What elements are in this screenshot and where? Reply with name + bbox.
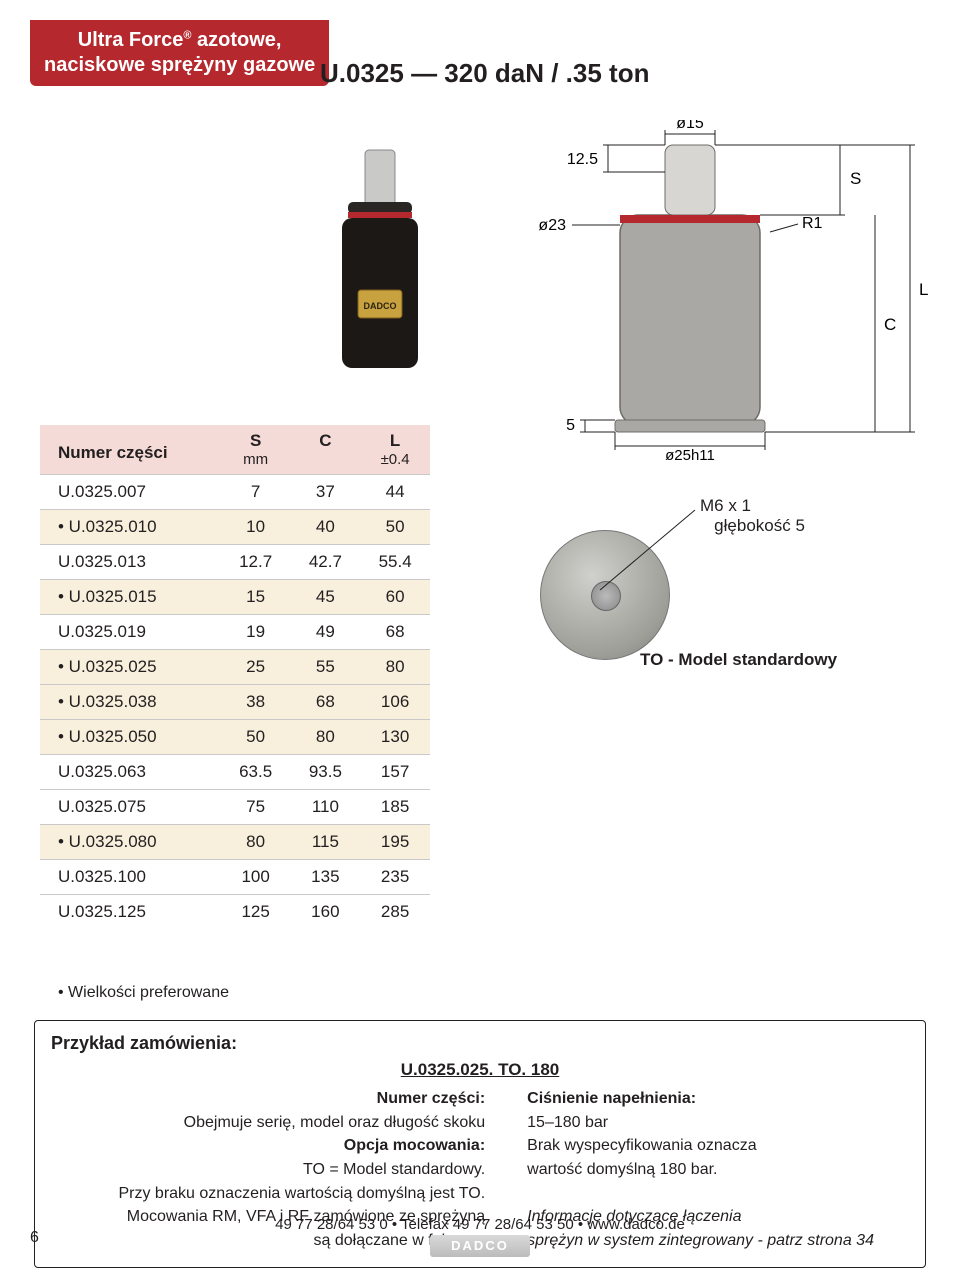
svg-text:S: S — [850, 169, 861, 188]
cell-pn: • U.0325.050 — [40, 720, 221, 755]
cell-l: 195 — [360, 825, 430, 860]
cell-pn: • U.0325.015 — [40, 580, 221, 615]
table-row: • U.0325.0383868106 — [40, 685, 430, 720]
cell-c: 80 — [291, 720, 361, 755]
table-row: U.0325.07575110185 — [40, 790, 430, 825]
col-l: L — [360, 425, 430, 451]
svg-text:5: 5 — [566, 417, 575, 434]
product-photo: DADCO — [320, 140, 440, 405]
cell-pn: U.0325.013 — [40, 545, 221, 580]
cell-l: 285 — [360, 895, 430, 930]
cell-pn: • U.0325.025 — [40, 650, 221, 685]
header-line1-tail: azotowe, — [191, 29, 281, 51]
cell-c: 68 — [291, 685, 361, 720]
cell-l: 55.4 — [360, 545, 430, 580]
cell-c: 160 — [291, 895, 361, 930]
cell-pn: • U.0325.010 — [40, 510, 221, 545]
cell-c: 110 — [291, 790, 361, 825]
cell-pn: U.0325.075 — [40, 790, 221, 825]
cell-l: 157 — [360, 755, 430, 790]
col-s: S — [221, 425, 291, 451]
cell-pn: U.0325.007 — [40, 475, 221, 510]
cell-c: 55 — [291, 650, 361, 685]
brand: Ultra Force — [78, 29, 184, 51]
col-c: C — [291, 425, 361, 451]
cell-c: 135 — [291, 860, 361, 895]
cell-l: 130 — [360, 720, 430, 755]
technical-diagram: ø15 12.5 ø23 S R1 C L 5 ø25h11 — [470, 120, 930, 460]
cell-l: 60 — [360, 580, 430, 615]
cell-s: 19 — [221, 615, 291, 650]
footer-contact: 49 77 28/64 53 0 • Telefax 49 77 28/64 5… — [275, 1216, 685, 1233]
cell-c: 49 — [291, 615, 361, 650]
table-row: U.0325.00773744 — [40, 475, 430, 510]
dim-shaft-dia: ø15 — [676, 120, 704, 132]
cell-s: 125 — [221, 895, 291, 930]
cell-l: 68 — [360, 615, 430, 650]
svg-text:ø25h11: ø25h11 — [665, 447, 715, 460]
svg-text:R1: R1 — [802, 215, 823, 232]
cell-pn: U.0325.125 — [40, 895, 221, 930]
cell-s: 75 — [221, 790, 291, 825]
pref-note: • Wielkości preferowane — [58, 984, 229, 1002]
cell-l: 185 — [360, 790, 430, 825]
cell-l: 44 — [360, 475, 430, 510]
col-l-unit: ±0.4 — [360, 451, 430, 475]
svg-text:ø23: ø23 — [538, 217, 566, 234]
spec-table: Numer części S C L mm ±0.4 U.0325.007737… — [40, 425, 430, 929]
cell-c: 115 — [291, 825, 361, 860]
cell-s: 38 — [221, 685, 291, 720]
cell-c: 42.7 — [291, 545, 361, 580]
svg-text:C: C — [884, 315, 896, 334]
cell-s: 80 — [221, 825, 291, 860]
col-c-unit — [291, 451, 361, 475]
model-label: TO - Model standardowy — [640, 650, 837, 670]
example-title: Przykład zamówienia: — [51, 1031, 909, 1055]
cell-c: 93.5 — [291, 755, 361, 790]
cell-pn: U.0325.019 — [40, 615, 221, 650]
cell-s: 15 — [221, 580, 291, 615]
cell-l: 235 — [360, 860, 430, 895]
cell-pn: U.0325.100 — [40, 860, 221, 895]
cell-l: 50 — [360, 510, 430, 545]
table-row: U.0325.01312.742.755.4 — [40, 545, 430, 580]
header-line2: naciskowe sprężyny gazowe — [44, 54, 315, 76]
svg-text:DADCO: DADCO — [364, 301, 397, 311]
cell-pn: • U.0325.080 — [40, 825, 221, 860]
cell-s: 25 — [221, 650, 291, 685]
cell-s: 7 — [221, 475, 291, 510]
cell-s: 63.5 — [221, 755, 291, 790]
table-row: • U.0325.025255580 — [40, 650, 430, 685]
svg-text:12.5: 12.5 — [567, 151, 598, 168]
table-row: U.0325.100100135235 — [40, 860, 430, 895]
table-row: U.0325.019194968 — [40, 615, 430, 650]
table-row: • U.0325.08080115195 — [40, 825, 430, 860]
cell-s: 12.7 — [221, 545, 291, 580]
table-row: U.0325.125125160285 — [40, 895, 430, 930]
cell-pn: • U.0325.038 — [40, 685, 221, 720]
cell-c: 45 — [291, 580, 361, 615]
page-title: U.0325 — 320 daN / .35 ton — [320, 58, 649, 89]
svg-text:L: L — [919, 280, 928, 299]
col-s-unit: mm — [221, 451, 291, 475]
header-bar: Ultra Force® azotowe, naciskowe sprężyny… — [30, 20, 329, 86]
cell-s: 10 — [221, 510, 291, 545]
cell-c: 37 — [291, 475, 361, 510]
cell-c: 40 — [291, 510, 361, 545]
cell-l: 106 — [360, 685, 430, 720]
cell-s: 100 — [221, 860, 291, 895]
thread-label: M6 x 1 głębokość 5 — [700, 496, 805, 536]
cell-s: 50 — [221, 720, 291, 755]
table-row: U.0325.06363.593.5157 — [40, 755, 430, 790]
footer: 49 77 28/64 53 0 • Telefax 49 77 28/64 5… — [0, 1216, 960, 1257]
table-row: • U.0325.010104050 — [40, 510, 430, 545]
footer-logo: DADCO — [430, 1235, 530, 1257]
table-row: • U.0325.015154560 — [40, 580, 430, 615]
example-code: U.0325.025. TO. 180 — [51, 1059, 909, 1082]
table-row: • U.0325.0505080130 — [40, 720, 430, 755]
thread-leader — [600, 500, 700, 600]
col-pn: Numer części — [40, 425, 221, 475]
cell-pn: U.0325.063 — [40, 755, 221, 790]
cell-l: 80 — [360, 650, 430, 685]
